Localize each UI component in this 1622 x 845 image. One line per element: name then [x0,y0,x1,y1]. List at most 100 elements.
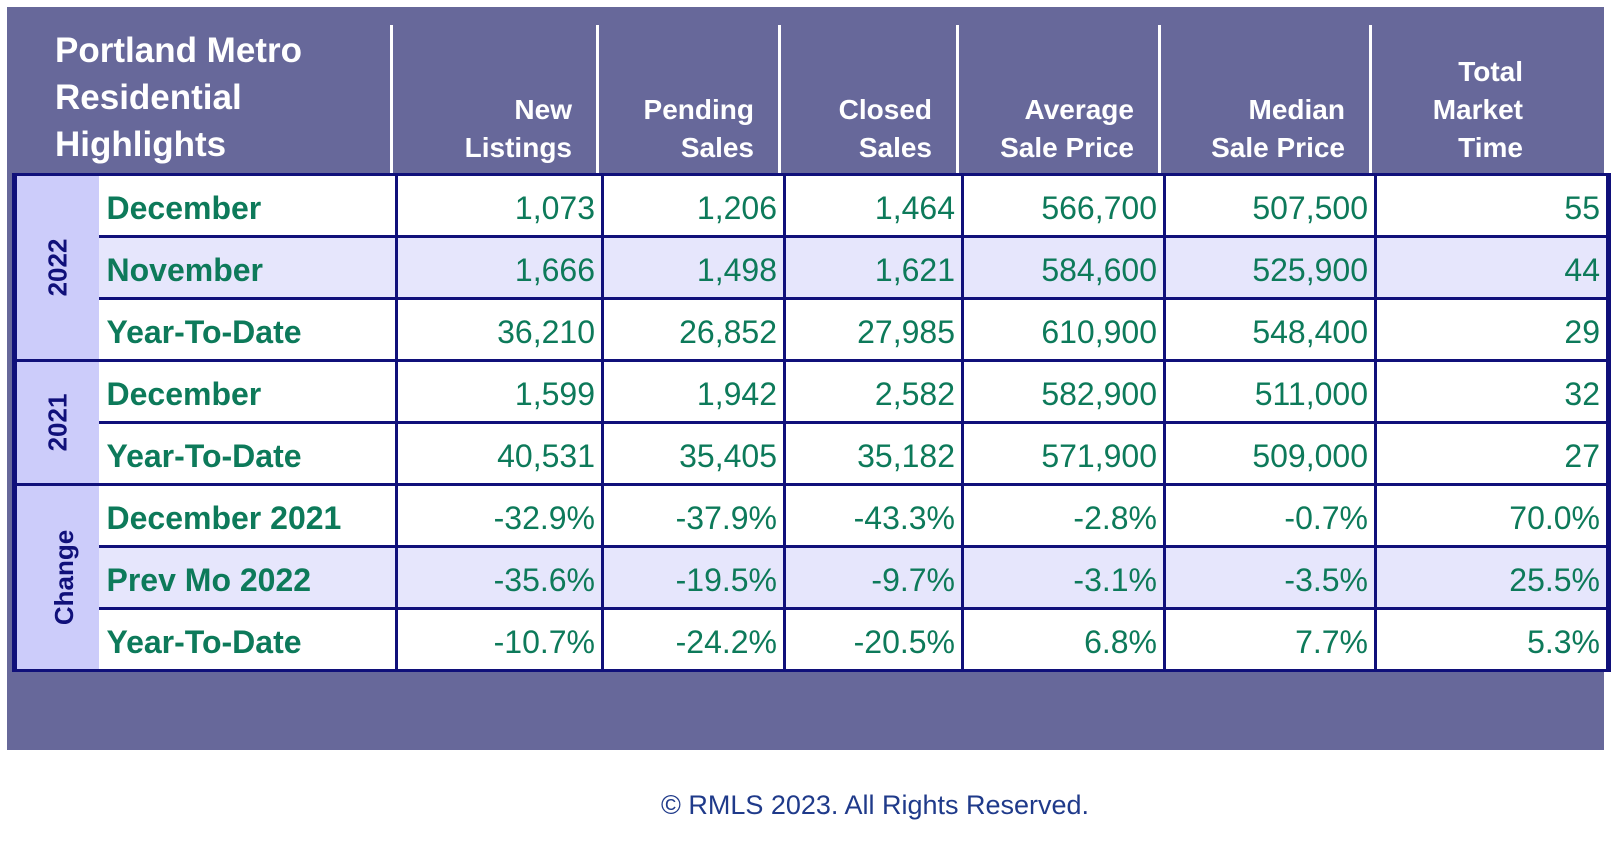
value-cell: 26,852 [601,297,786,362]
value-cell: 36,210 [395,297,604,362]
header-separator [1369,25,1372,179]
column-header-line: Closed [838,94,932,125]
value-cell: 6.8% [961,607,1166,672]
column-header-line: Average [1024,94,1134,125]
highlights-table: 2022 December 1,073 1,206 1,464 566,700 507,50… [12,173,1611,672]
value-cell: 571,900 [961,421,1166,486]
value-cell: 610,900 [961,297,1166,362]
table-row: Change December 2021 -32.9% -37.9% -43.3% -2.… [12,483,1611,672]
column-header: Median Sale Price [1085,49,1345,167]
value-cell: 509,000 [1163,421,1377,486]
value-cell: -3.5% [1163,545,1377,610]
value-cell: -10.7% [395,607,604,672]
value-cell: 1,599 [395,359,604,424]
value-cell: 1,498 [601,235,786,300]
column-header-line: Sale Price [1211,132,1345,163]
row-label-cell: December [98,173,398,238]
row-label-cell: December 2021 [98,483,398,548]
row-label-cell: Year-To-Date [98,607,398,672]
row-label: December [106,376,262,412]
value-cell: -43.3% [783,483,964,548]
value-cell: 1,666 [395,235,604,300]
table-row: November 1,666 1,498 1,621 584,600 525,900 44 [15,235,1611,300]
group-label-cell: Change [12,483,99,672]
value-cell: 44 [1374,235,1611,300]
value-cell: 1,464 [783,173,964,238]
group-label: 2021 [42,393,73,452]
row-label: Year-To-Date [106,624,302,660]
value-cell: 35,182 [783,421,964,486]
row-label-cell: Year-To-Date [98,297,398,362]
title-line: Residential [55,78,242,117]
value-cell: -2.8% [961,483,1166,548]
column-header-line: Time [1458,132,1523,163]
value-cell: 584,600 [961,235,1166,300]
row-label-cell: November [98,235,398,300]
value-cell: -24.2% [601,607,786,672]
value-cell: 566,700 [961,173,1166,238]
column-header-line: Sales [858,132,932,163]
group-label-cell: 2022 [12,173,99,362]
column-header: Average Sale Price [874,49,1134,167]
header-separator [778,25,781,179]
table-row: Year-To-Date -10.7% -24.2% -20.5% 6.8% 7.7% 5.… [15,607,1611,672]
value-cell: -20.5% [783,607,964,672]
table-row: 2021 December 1,599 1,942 2,582 582,900 511,00… [12,359,1611,486]
value-cell: -0.7% [1163,483,1377,548]
value-cell: 511,000 [1163,359,1377,424]
value-cell: 1,206 [601,173,786,238]
column-header-line: New [514,94,572,125]
group-label: Change [49,529,80,626]
row-label-cell: December [98,359,398,424]
group-label-cell: 2021 [12,359,99,486]
column-header-line: Median [1248,94,1345,125]
column-header-line: Total [1458,56,1523,87]
row-label-cell: Prev Mo 2022 [98,545,398,610]
value-cell: 70.0% [1374,483,1611,548]
value-cell: 1,073 [395,173,604,238]
value-cell: 525,900 [1163,235,1377,300]
value-cell: -19.5% [601,545,786,610]
value-cell: 35,405 [601,421,786,486]
value-cell: 27 [1374,421,1611,486]
value-cell: -37.9% [601,483,786,548]
value-cell: -9.7% [783,545,964,610]
column-header-line: Market [1432,94,1523,125]
title-line: Portland Metro [55,31,302,70]
title-line: Highlights [55,125,227,164]
column-header: New Listings [312,49,572,167]
value-cell: 55 [1374,173,1611,238]
copyright-footer: © RMLS 2023. All Rights Reserved. [660,790,1090,820]
row-label: December [106,190,262,226]
header-separator [390,25,393,179]
header-separator [1158,25,1161,179]
table-row: Prev Mo 2022 -35.6% -19.5% -9.7% -3.1% -3.5% 2… [15,545,1611,610]
value-cell: -3.1% [961,545,1166,610]
row-label: Prev Mo 2022 [106,562,312,598]
value-cell: 27,985 [783,297,964,362]
column-header: Total Market Time [1263,49,1523,167]
column-header-line: Sale Price [1000,132,1134,163]
header-separator [596,25,599,179]
value-cell: 1,942 [601,359,786,424]
value-cell: 40,531 [395,421,604,486]
column-header: Closed Sales [672,49,932,167]
table-row: Year-To-Date 40,531 35,405 35,182 571,900 509… [15,421,1611,486]
value-cell: 25.5% [1374,545,1611,610]
value-cell: -35.6% [395,545,604,610]
table-row: Year-To-Date 36,210 26,852 27,985 610,900 548… [15,297,1611,362]
value-cell: 32 [1374,359,1611,424]
value-cell: 29 [1374,297,1611,362]
table-row: 2022 December 1,073 1,206 1,464 566,700 507,50… [12,173,1611,362]
row-label-cell: Year-To-Date [98,421,398,486]
row-label: December 2021 [106,500,342,536]
table-body: 2022 December 1,073 1,206 1,464 566,700 507,50… [12,173,1611,672]
column-header: Pending Sales [494,49,754,167]
table-title: Portland Metro Residential Highlights [55,27,302,168]
row-label: November [106,252,264,288]
value-cell: 582,900 [961,359,1166,424]
column-header-line: Pending [643,94,754,125]
header-separator [956,25,959,179]
value-cell: 5.3% [1374,607,1611,672]
value-cell: 7.7% [1163,607,1377,672]
